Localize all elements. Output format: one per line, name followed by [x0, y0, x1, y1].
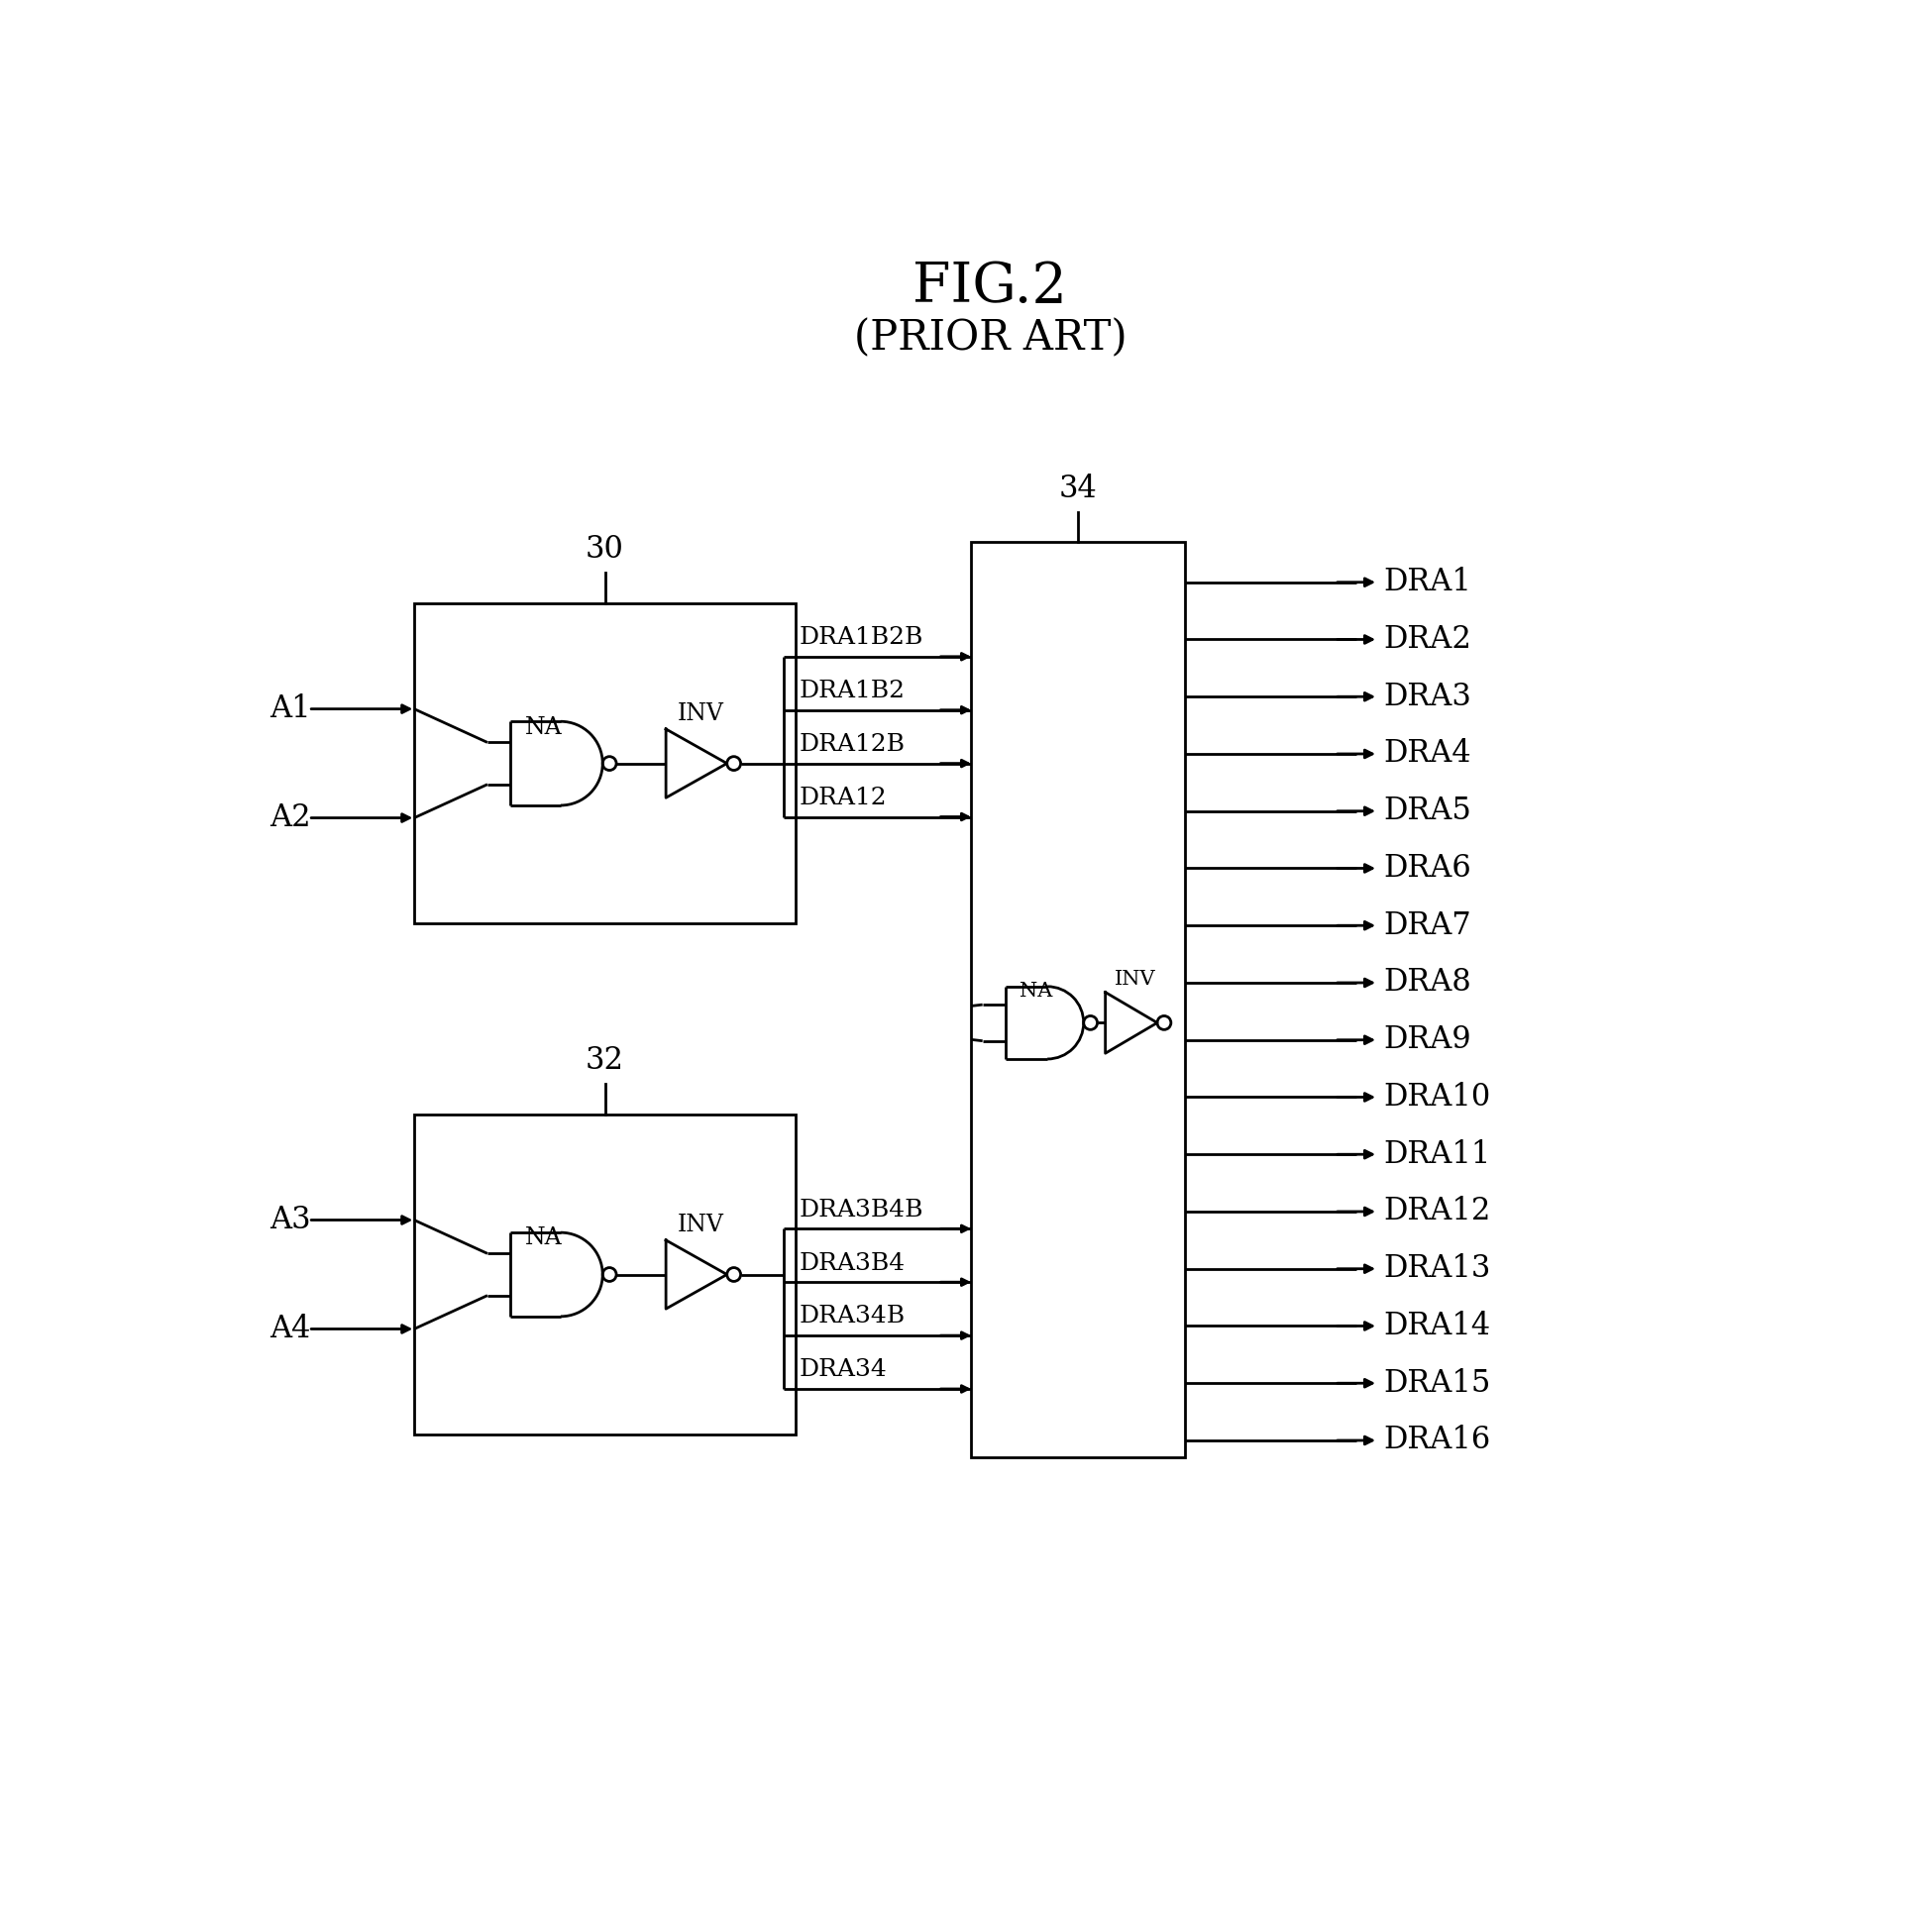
- Text: DRA1B2B: DRA1B2B: [800, 627, 923, 648]
- Text: DRA34B: DRA34B: [800, 1306, 906, 1329]
- Text: DRA6: DRA6: [1383, 853, 1470, 883]
- Text: DRA14: DRA14: [1383, 1310, 1490, 1342]
- Text: DRA2: DRA2: [1383, 623, 1470, 654]
- Text: NA: NA: [1020, 983, 1053, 1000]
- Text: DRA12: DRA12: [800, 786, 887, 809]
- Text: NA: NA: [526, 1228, 562, 1250]
- Text: DRA1: DRA1: [1383, 566, 1470, 598]
- Text: DRA13: DRA13: [1383, 1254, 1490, 1285]
- Text: INV: INV: [676, 1214, 723, 1237]
- Text: DRA3: DRA3: [1383, 681, 1470, 711]
- Text: DRA11: DRA11: [1383, 1140, 1490, 1170]
- Text: (PRIOR ART): (PRIOR ART): [854, 317, 1126, 359]
- Text: A1: A1: [269, 694, 311, 725]
- Text: DRA4: DRA4: [1383, 738, 1470, 769]
- Text: DRA3B4: DRA3B4: [800, 1252, 906, 1275]
- Text: FIG.2: FIG.2: [914, 260, 1066, 314]
- Text: INV: INV: [1115, 969, 1155, 989]
- Bar: [413, 1115, 796, 1434]
- Text: A4: A4: [269, 1314, 311, 1344]
- Text: DRA3B4B: DRA3B4B: [800, 1199, 923, 1222]
- Text: DRA9: DRA9: [1383, 1025, 1470, 1055]
- Text: DRA10: DRA10: [1383, 1082, 1490, 1113]
- Text: A2: A2: [269, 803, 311, 834]
- Text: DRA15: DRA15: [1383, 1367, 1490, 1398]
- Text: DRA12B: DRA12B: [800, 732, 906, 755]
- Text: DRA12: DRA12: [1383, 1197, 1490, 1228]
- Text: DRA8: DRA8: [1383, 967, 1470, 998]
- Text: 30: 30: [585, 533, 624, 566]
- Text: 34: 34: [1059, 474, 1097, 505]
- Bar: [972, 543, 1184, 1457]
- Text: NA: NA: [526, 715, 562, 738]
- Text: 32: 32: [585, 1046, 624, 1076]
- Text: INV: INV: [676, 702, 723, 725]
- Text: DRA5: DRA5: [1383, 795, 1470, 826]
- Text: A3: A3: [269, 1205, 311, 1235]
- Bar: [413, 602, 796, 923]
- Text: DRA1B2: DRA1B2: [800, 679, 906, 702]
- Text: DRA7: DRA7: [1383, 910, 1470, 941]
- Text: DRA34: DRA34: [800, 1359, 887, 1380]
- Text: DRA16: DRA16: [1383, 1424, 1490, 1455]
